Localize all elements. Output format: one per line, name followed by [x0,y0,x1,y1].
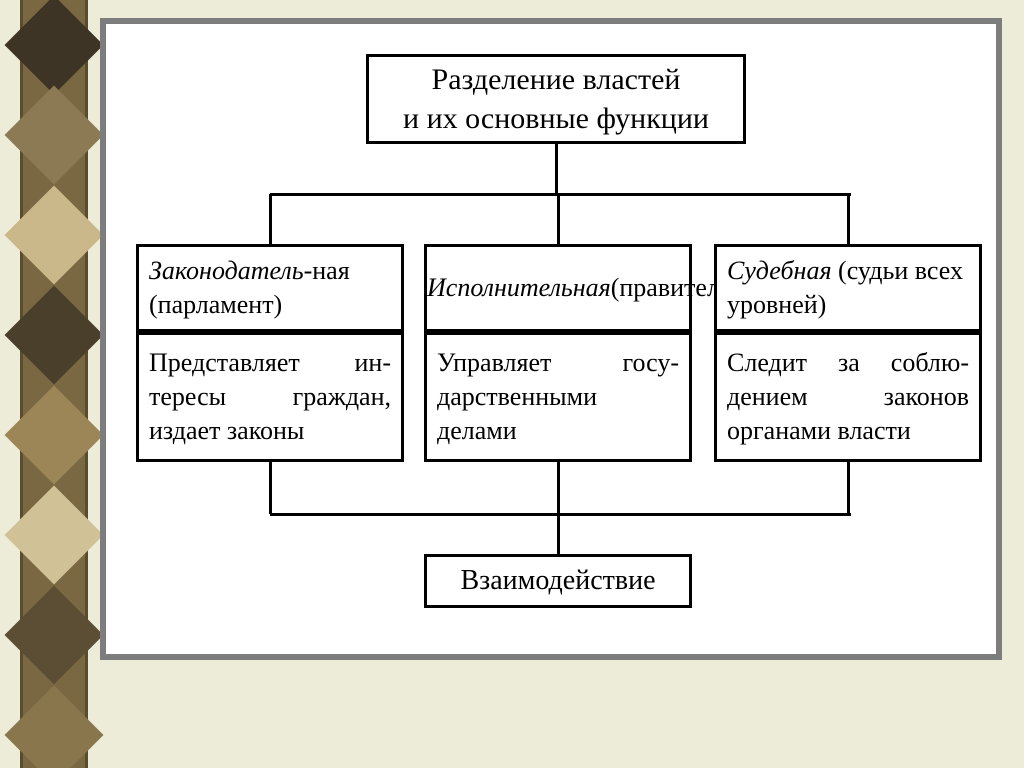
separation-of-powers-diagram: Разделение властей и их основные функции З… [106,24,996,654]
connector-top-drop-2 [847,194,850,244]
title-line1: Разделение властей [432,63,681,96]
branch-name-0: Законодатель- [149,256,312,285]
connector-top-drop-1 [557,194,560,244]
branch-desc-box-2: Следит за соблю­дением законов органами … [714,332,982,462]
branch-name-box-2: Судебная (судьи всех уровней) [714,244,982,332]
branch-desc-box-0: Представляет ин­тересы граждан, издает з… [136,332,404,462]
connector-top-drop-0 [269,194,272,244]
branch-name-box-0: Законодатель-ная (парламент) [136,244,404,332]
branch-desc-0: Представляет ин­тересы граждан, издает з… [139,340,401,453]
branch-name-1: Исполнительная [427,273,611,302]
connector-bottom-rise-1 [557,462,560,514]
connector-top-hub [270,193,851,196]
bottom-box: Взаимодействие [424,554,692,608]
title-box: Разделение властей и их основные функции [366,54,746,144]
branch-desc-box-1: Управляет госу­дарственными делами [424,332,692,462]
decorative-ribbon [20,0,88,768]
title-line2: и их основные функции [403,102,709,135]
branch-desc-2: Следит за соблю­дением законов органами … [717,340,979,453]
connector-title-down [555,144,558,194]
connector-bottom-rise-0 [269,462,272,514]
branch-name-box-1: Исполнительная(правительство) [424,244,692,332]
bottom-label: Взаимодействие [427,557,689,605]
branch-desc-1: Управляет госу­дарственными делами [427,340,689,453]
slide-frame: Разделение властей и их основные функции З… [100,18,1002,660]
connector-bottom-rise-2 [847,462,850,514]
connector-bottom-hub [270,513,851,516]
connector-bottom-drop [557,514,560,554]
branch-name-2: Судебная [727,256,832,285]
